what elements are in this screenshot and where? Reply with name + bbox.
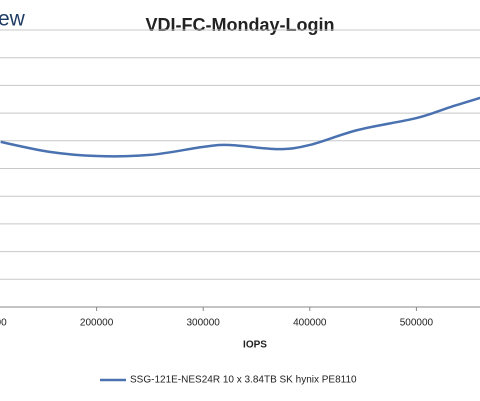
x-tick-label: 100000	[0, 318, 7, 329]
x-tick-label: 500000	[400, 318, 434, 329]
x-tick-label: 300000	[187, 318, 221, 329]
x-tick-label: 200000	[80, 318, 114, 329]
x-axis-label: IOPS	[243, 340, 267, 351]
x-tick-label: 400000	[293, 318, 327, 329]
series-line	[0, 96, 480, 158]
legend-label: SSG-121E-NES24R 10 x 3.84TB SK hynix PE8…	[130, 375, 357, 386]
logo: ew	[0, 8, 26, 31]
chart-title: VDI-FC-Monday-Login	[146, 15, 335, 35]
